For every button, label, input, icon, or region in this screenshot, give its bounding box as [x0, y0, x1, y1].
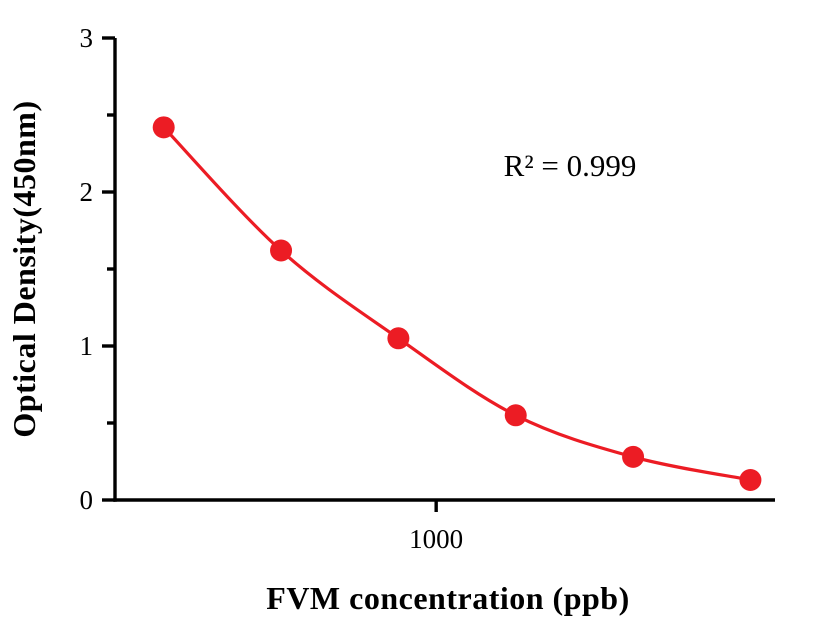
r-squared-annotation: R² = 0.999: [503, 148, 637, 183]
fit-curve: [162, 126, 751, 482]
y-tick-label: 1: [80, 331, 94, 361]
y-axis-label: Optical Density(450nm): [6, 100, 42, 438]
y-tick-label: 0: [80, 485, 94, 515]
data-point: [504, 404, 527, 427]
y-tick-label: 2: [80, 177, 94, 207]
data-point: [152, 116, 175, 139]
y-tick-label: 3: [80, 23, 94, 53]
data-point: [739, 468, 762, 491]
x-tick-label: 1000: [409, 524, 463, 554]
data-point: [270, 239, 293, 262]
data-point: [622, 445, 645, 468]
x-axis-label: FVM concentration (ppb): [266, 580, 630, 616]
data-point: [387, 327, 410, 350]
